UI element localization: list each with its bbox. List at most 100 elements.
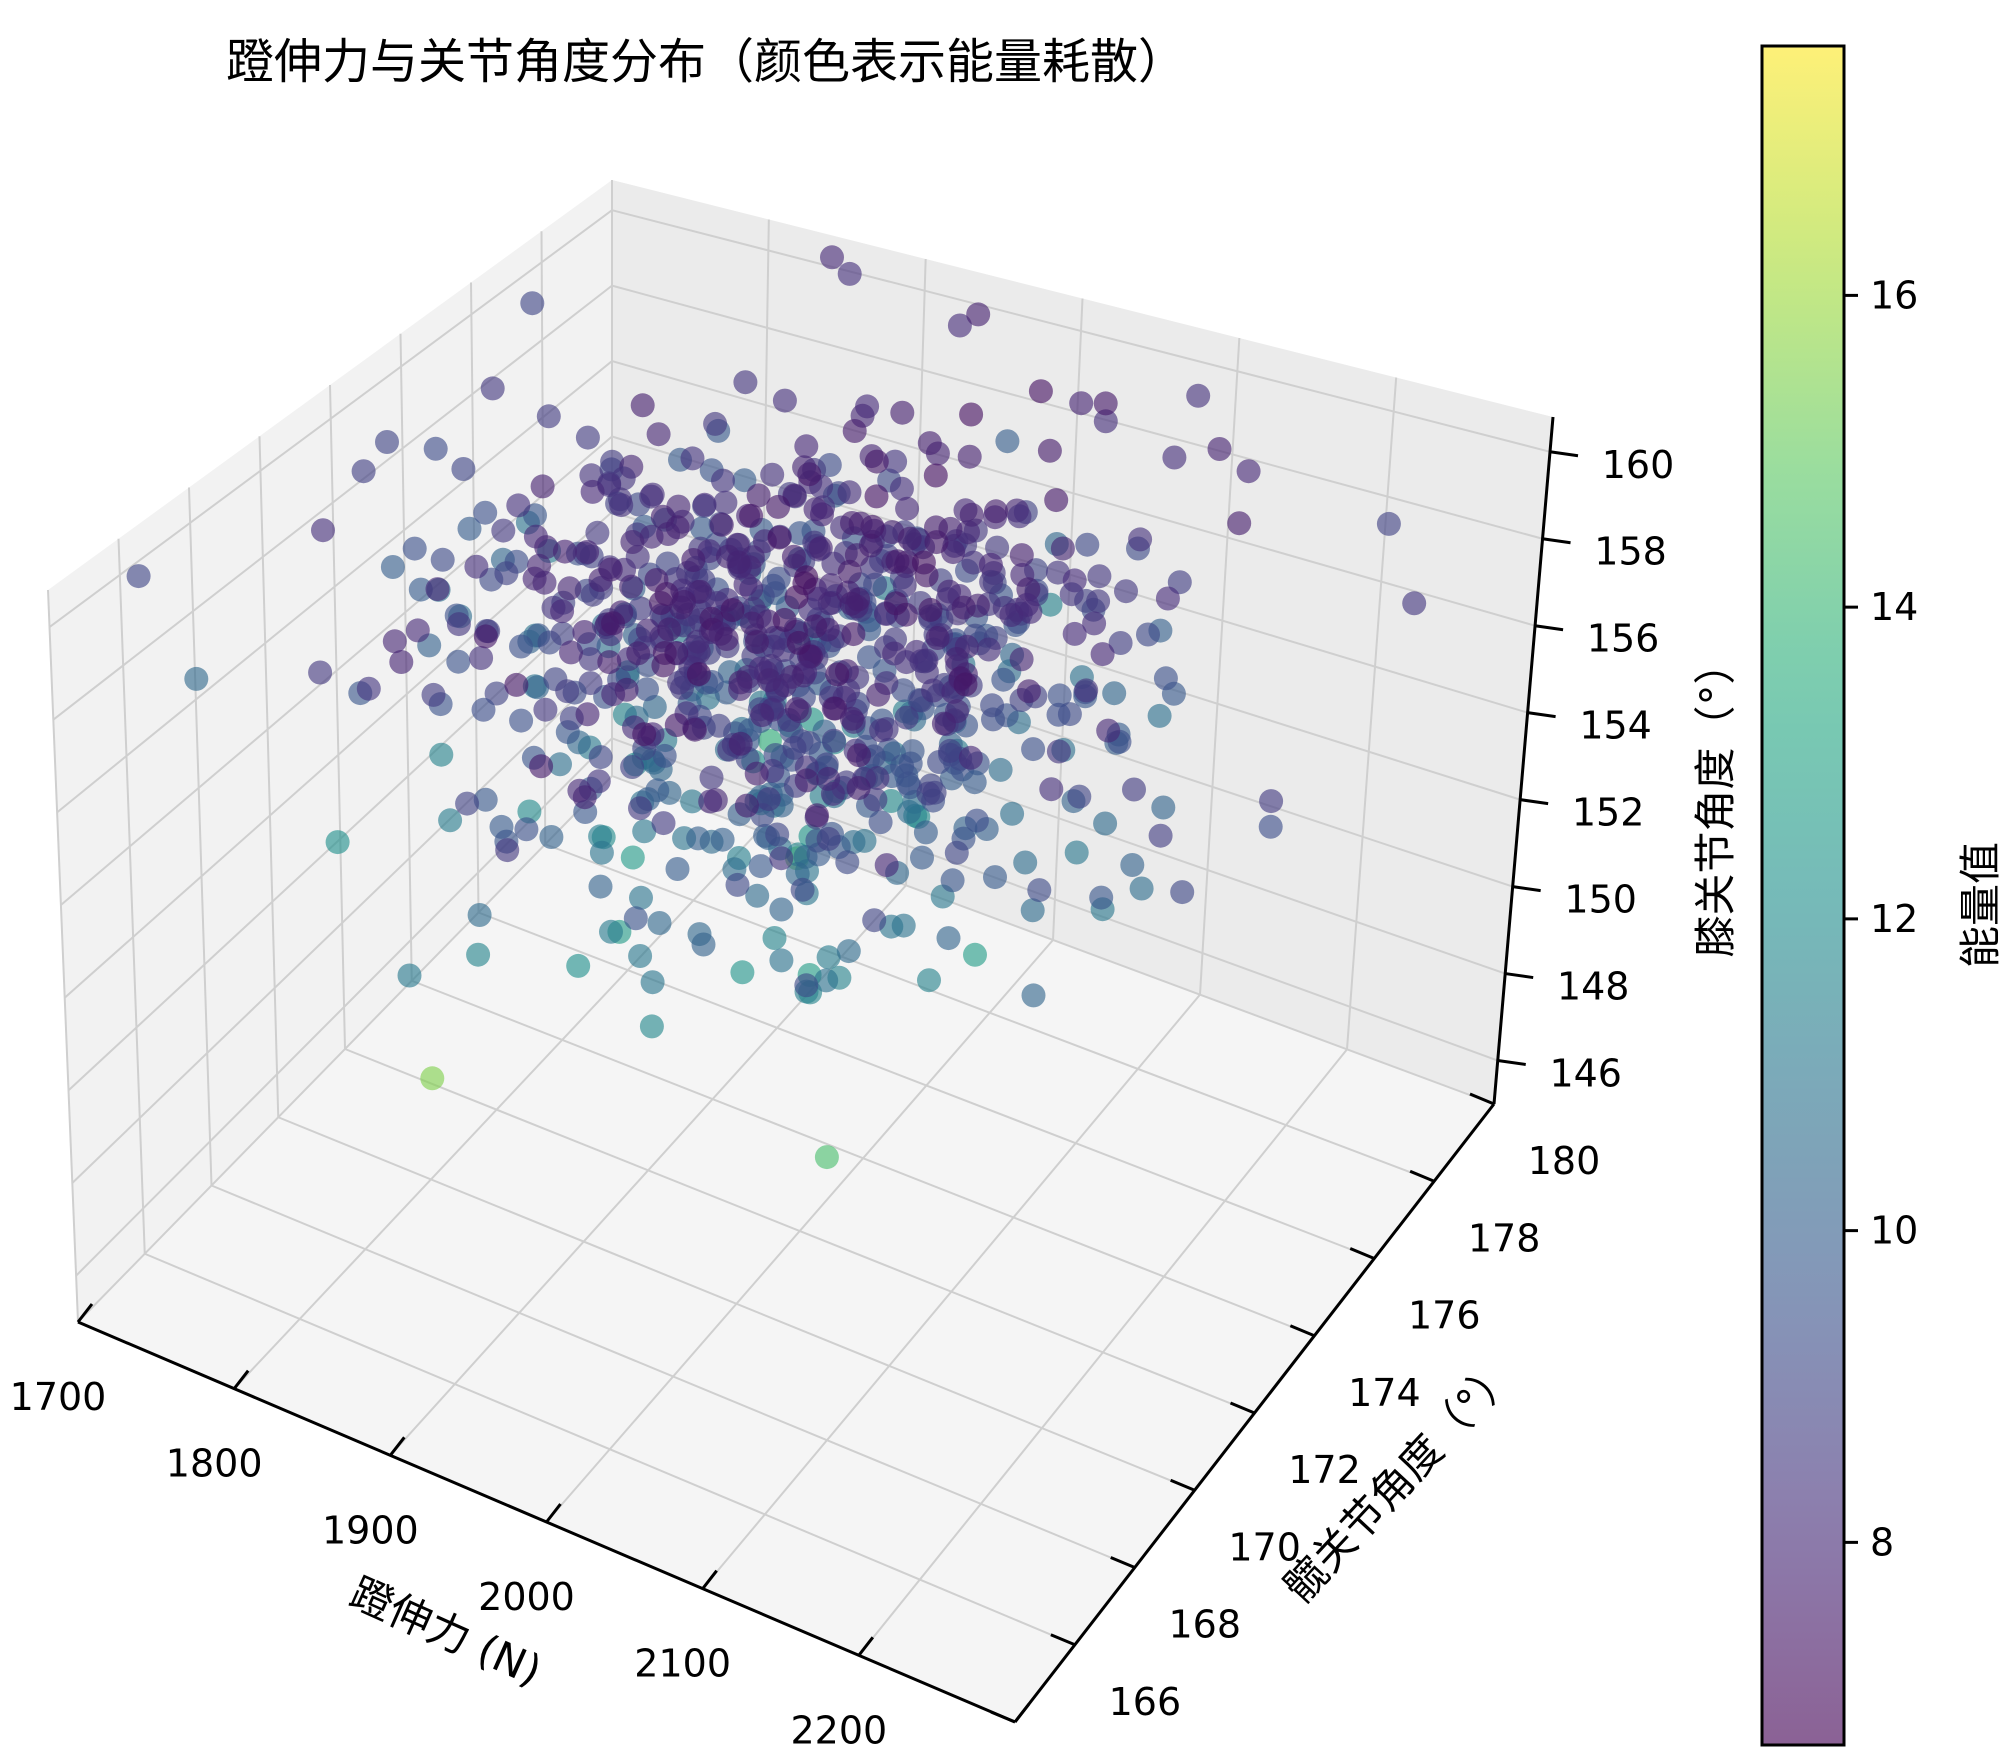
scatter-point	[874, 853, 899, 878]
z-tick-label: 154	[1579, 704, 1652, 748]
scatter-point	[916, 781, 941, 806]
grid-y-left	[329, 384, 346, 1050]
x-tick-mark	[1013, 1703, 1031, 1723]
scatter-point	[588, 568, 613, 592]
x-tick-label: 2000	[478, 1575, 575, 1619]
scatter-point	[837, 559, 862, 584]
scatter-point	[918, 597, 943, 622]
scatter-point	[1114, 579, 1138, 604]
scatter-point	[1089, 885, 1114, 910]
scatter-point	[864, 449, 889, 474]
scatter-point	[964, 808, 989, 833]
scatter-point	[1162, 445, 1187, 470]
y-tick-label: 178	[1468, 1216, 1541, 1260]
scatter-point	[509, 708, 534, 733]
scatter-point	[623, 906, 648, 931]
scatter-point	[931, 711, 956, 736]
scatter-point	[620, 845, 645, 870]
z-axis-label: 膝关节角度（°）	[1691, 642, 1740, 957]
scatter-point	[1120, 853, 1145, 877]
grid-y-floor	[411, 979, 1315, 1337]
scatter-point	[1028, 379, 1053, 404]
scatter-point	[184, 666, 209, 691]
scatter-point	[966, 302, 991, 327]
scatter-point	[619, 574, 644, 599]
scatter-point	[744, 761, 769, 786]
scatter-point	[555, 679, 580, 704]
scatter-point	[609, 493, 634, 518]
scatter-point	[762, 926, 787, 950]
scatter-point	[1147, 703, 1172, 728]
z-tick-label: 160	[1602, 443, 1675, 487]
scatter-point	[957, 444, 982, 469]
scatter-point	[953, 672, 978, 697]
scatter-point	[744, 630, 769, 655]
y-tick-label: 176	[1408, 1294, 1481, 1338]
scatter-point	[647, 911, 672, 935]
scatter-point	[514, 817, 539, 842]
colorbar-tick-label: 10	[1870, 1209, 1918, 1253]
y-tick-mark	[1170, 1478, 1196, 1492]
z-tick-label: 156	[1587, 617, 1660, 661]
scatter-point	[586, 769, 611, 794]
scatter-point	[550, 621, 575, 646]
scatter-point	[805, 803, 829, 828]
scatter-point	[839, 591, 864, 616]
scatter-point	[1044, 488, 1069, 513]
scatter-point	[1122, 777, 1146, 802]
scatter-point	[732, 468, 757, 493]
scatter-point	[863, 787, 888, 812]
scatter-point	[648, 591, 673, 615]
grid-x-back	[1199, 337, 1241, 995]
scatter-point	[840, 511, 864, 535]
colorbar-bar	[1760, 44, 1846, 1747]
grid-y-left	[188, 487, 213, 1186]
scatter-point	[473, 500, 498, 525]
scatter-point	[585, 520, 610, 545]
z-tick-mark	[1512, 885, 1541, 893]
scatter-point	[628, 796, 652, 821]
scatter-point	[1016, 679, 1041, 704]
scatter-point	[389, 650, 414, 674]
scatter-point	[725, 872, 750, 897]
y-tick-mark	[1110, 1556, 1136, 1569]
scatter-point	[1046, 739, 1071, 764]
scatter-point	[1069, 391, 1094, 416]
scatter-point	[1207, 437, 1232, 461]
scatter-point	[745, 883, 770, 908]
scatter-point	[1009, 647, 1034, 672]
z-tick-label: 152	[1572, 791, 1645, 835]
scatter-point	[405, 618, 430, 643]
scatter-point	[614, 677, 639, 702]
z-tick-label: 146	[1549, 1052, 1622, 1096]
scatter-point	[713, 490, 738, 515]
scatter-point	[682, 717, 707, 742]
scatter-point	[1155, 586, 1180, 611]
scatter-point	[1020, 898, 1045, 923]
scatter-point	[446, 612, 471, 637]
scatter-point	[786, 630, 811, 655]
scatter-point	[1039, 777, 1064, 802]
scatter-point	[842, 419, 867, 443]
scatter-point	[495, 838, 520, 863]
scatter-point	[984, 499, 1008, 524]
scatter-point	[766, 494, 791, 519]
scatter-point	[910, 845, 934, 870]
scatter-point	[1258, 814, 1283, 839]
scatter-point	[629, 885, 653, 910]
scatter-point	[895, 496, 920, 521]
scatter-point	[421, 682, 446, 707]
scatter-point	[639, 1014, 664, 1039]
scatter-point	[897, 526, 922, 551]
scatter-point	[938, 738, 962, 763]
scatter-point	[1062, 621, 1087, 646]
scatter-point	[311, 518, 335, 543]
scatter-point	[769, 948, 794, 973]
scatter-point	[756, 787, 781, 812]
scatter-point	[894, 650, 919, 675]
scatter-point	[914, 563, 939, 588]
scatter-point	[983, 865, 1007, 890]
scatter-point	[1013, 850, 1038, 875]
scatter-point	[533, 697, 558, 722]
